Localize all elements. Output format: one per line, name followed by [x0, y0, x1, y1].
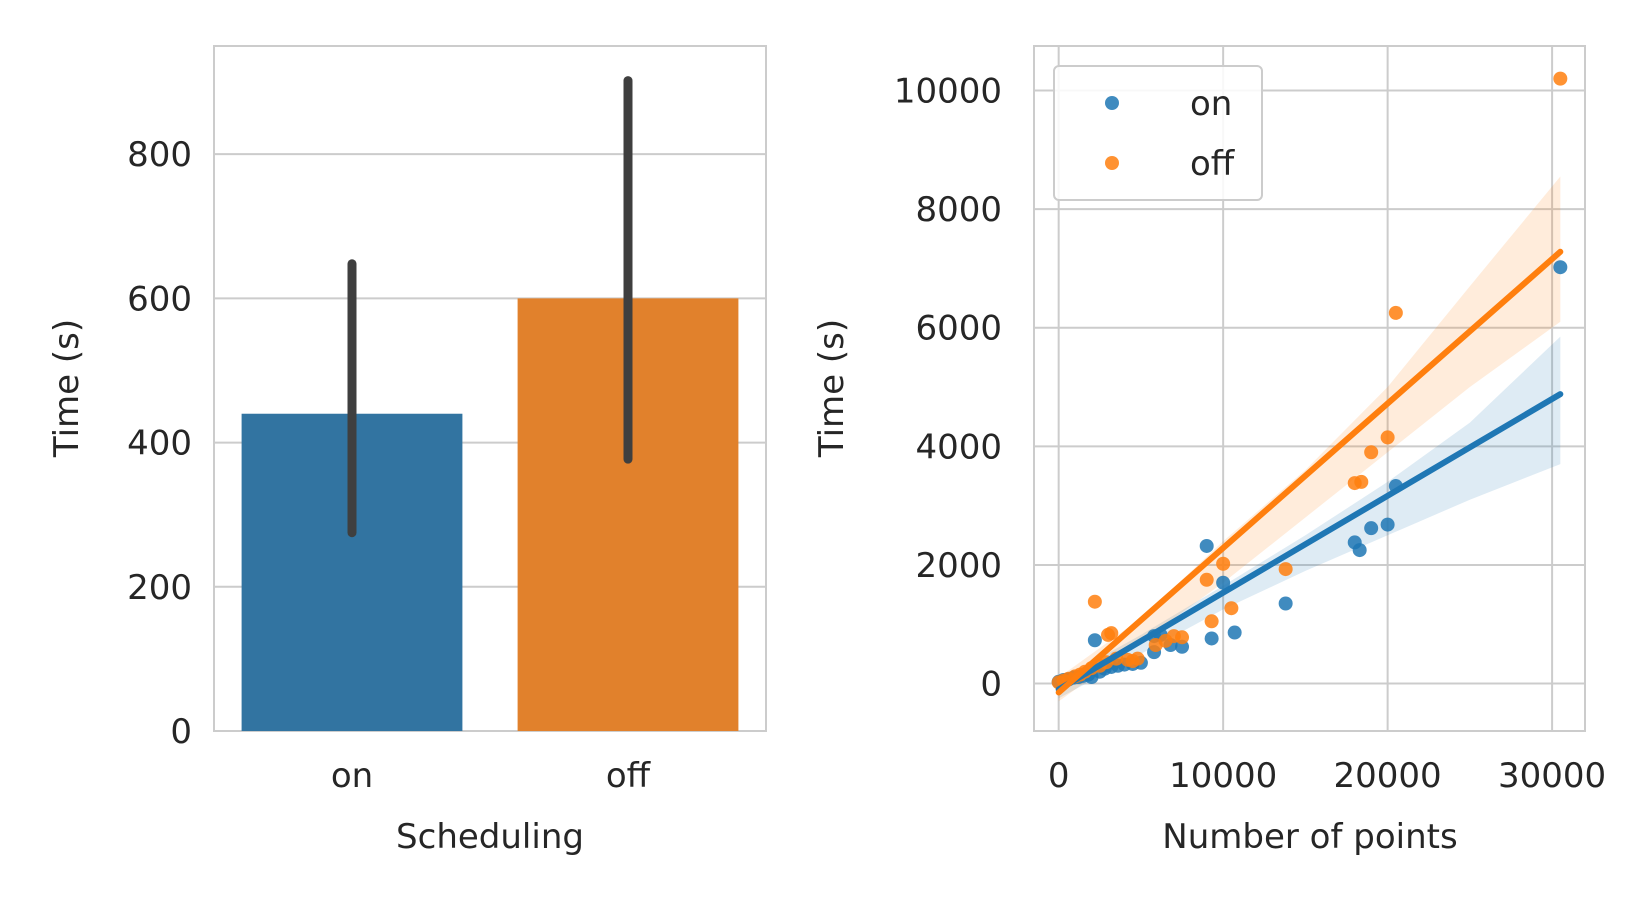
- legend-marker-on: [1105, 96, 1119, 110]
- bar-y-tick-label: 200: [127, 568, 192, 608]
- legend-marker-off: [1105, 156, 1119, 170]
- scatter-point-on: [1352, 543, 1367, 558]
- scatter-point-on: [1278, 596, 1293, 611]
- scatter-y-tick-label: 6000: [915, 309, 1002, 349]
- scatter-point-off: [1354, 474, 1369, 489]
- bar-y-tick-label: 400: [127, 424, 192, 464]
- scatter-y-tick-labels: 0 2000 4000 6000 8000 10000: [894, 71, 1002, 704]
- scatter-point-off: [1204, 614, 1219, 629]
- scatter-x-tick-labels: 0 10000 20000 30000: [1048, 756, 1606, 796]
- bar-y-axis-label: Time (s): [47, 319, 87, 458]
- scatter-point-off: [1216, 556, 1231, 571]
- scatter-y-axis-label: Time (s): [812, 319, 852, 458]
- bar-x-axis-label: Scheduling: [396, 817, 584, 857]
- scatter-point-off: [1199, 572, 1214, 587]
- scatter-point-on: [1204, 631, 1219, 646]
- scatter-y-tick-label: 0: [980, 665, 1002, 705]
- scatter-point-off: [1380, 430, 1395, 445]
- scatter-point-off: [1130, 651, 1145, 666]
- scatter-point-off: [1388, 305, 1403, 320]
- fit-line-off: [1055, 248, 1564, 696]
- scatter-y-tick-label: 4000: [915, 427, 1002, 467]
- scatter-point-on: [1216, 575, 1231, 590]
- scatter-x-tick-label: 0: [1048, 756, 1070, 796]
- scatter-x-axis-label: Number of points: [1162, 817, 1457, 857]
- scatter-point-off: [1364, 445, 1379, 460]
- scatter-point-on: [1364, 521, 1379, 536]
- scatter-point-on: [1199, 538, 1214, 553]
- scatter-point-off: [1553, 71, 1568, 86]
- scatter-point-on: [1227, 625, 1242, 640]
- scatter-x-tick-label: 30000: [1498, 756, 1606, 796]
- bar-chart: 0 200 400 600 800 on off Scheduling Time (s): [47, 45, 767, 857]
- bar-y-tick-label: 800: [127, 135, 192, 175]
- scatter-y-tick-label: 2000: [915, 546, 1002, 586]
- fit-line-on: [1055, 391, 1564, 693]
- bar-y-tick-labels: 0 200 400 600 800: [127, 135, 192, 752]
- scatter-point-off: [1175, 630, 1190, 645]
- scatter-y-tick-label: 8000: [915, 190, 1002, 230]
- legend-label-on: on: [1190, 84, 1232, 124]
- scatter-x-tick-label: 10000: [1169, 756, 1277, 796]
- scatter-point-on: [1380, 517, 1395, 532]
- bar-y-tick-label: 0: [170, 712, 192, 752]
- bar-y-tick-label: 600: [127, 279, 192, 319]
- bar-x-tick-labels: on off: [331, 756, 652, 796]
- scatter-point-on: [1087, 633, 1102, 648]
- legend-label-off: off: [1190, 144, 1236, 184]
- scatter-x-tick-label: 20000: [1334, 756, 1442, 796]
- scatter-y-tick-label: 10000: [894, 71, 1002, 111]
- scatter-point-off: [1104, 626, 1119, 641]
- bar-x-tick-label: off: [606, 756, 652, 796]
- bar-error-bars: [347, 76, 633, 538]
- scatter-point-off: [1278, 562, 1293, 577]
- scatter-point-off: [1224, 601, 1239, 616]
- bar-x-tick-label: on: [331, 756, 373, 796]
- scatter-fit-lines: [1055, 248, 1564, 696]
- legend: on off: [1053, 65, 1263, 201]
- scatter-point-off: [1087, 594, 1102, 609]
- scatter-point-on: [1553, 260, 1568, 275]
